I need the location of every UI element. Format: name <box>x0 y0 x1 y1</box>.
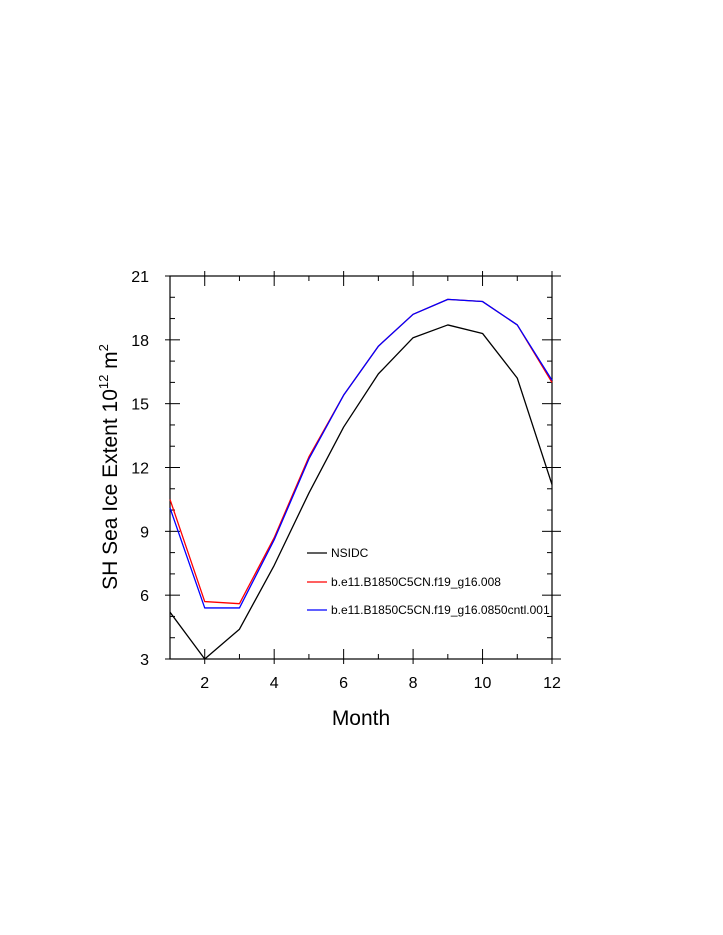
legend: NSIDC b.e11.B1850C5CN.f19_g16.008 b.e11.B1… <box>307 546 550 617</box>
x-axis-title: Month <box>332 707 390 730</box>
y-tick-label: 3 <box>140 652 149 669</box>
y-tick-label: 21 <box>131 269 149 286</box>
series-line-1 <box>169 324 553 660</box>
legend-label: b.e11.B1850C5CN.f19_g16.008 <box>331 575 501 589</box>
x-tick-label: 6 <box>339 675 348 692</box>
x-tick-label: 8 <box>409 675 418 692</box>
y-tick-label: 6 <box>140 588 149 605</box>
y-tick-label: 15 <box>131 397 149 414</box>
series-lines <box>169 298 553 660</box>
axis-ticks: 2 4 6 8 10 12 3 6 9 12 15 18 21 <box>131 269 561 692</box>
y-axis-title: SH Sea Ice Extent 1012 m2 <box>96 344 122 590</box>
legend-label: b.e11.B1850C5CN.f19_g16.0850cntl.001 <box>331 603 550 617</box>
y-tick-label: 12 <box>131 461 149 478</box>
y-axis-title-prefix: SH Sea Ice Extent 10 <box>99 389 122 590</box>
x-tick-label: 4 <box>270 675 279 692</box>
y-axis-title-unit-exponent: 2 <box>96 344 111 351</box>
series-line-3 <box>169 298 553 609</box>
y-axis-title-exponent: 12 <box>96 375 111 389</box>
x-tick-label: 10 <box>474 675 492 692</box>
x-tick-label: 12 <box>543 675 561 692</box>
x-tick-label: 2 <box>200 675 209 692</box>
y-tick-label: 18 <box>131 333 149 350</box>
plot-frame <box>169 275 553 660</box>
legend-label: NSIDC <box>331 546 369 560</box>
y-tick-label: 9 <box>140 524 149 541</box>
y-axis-title-unit: m <box>99 351 122 374</box>
